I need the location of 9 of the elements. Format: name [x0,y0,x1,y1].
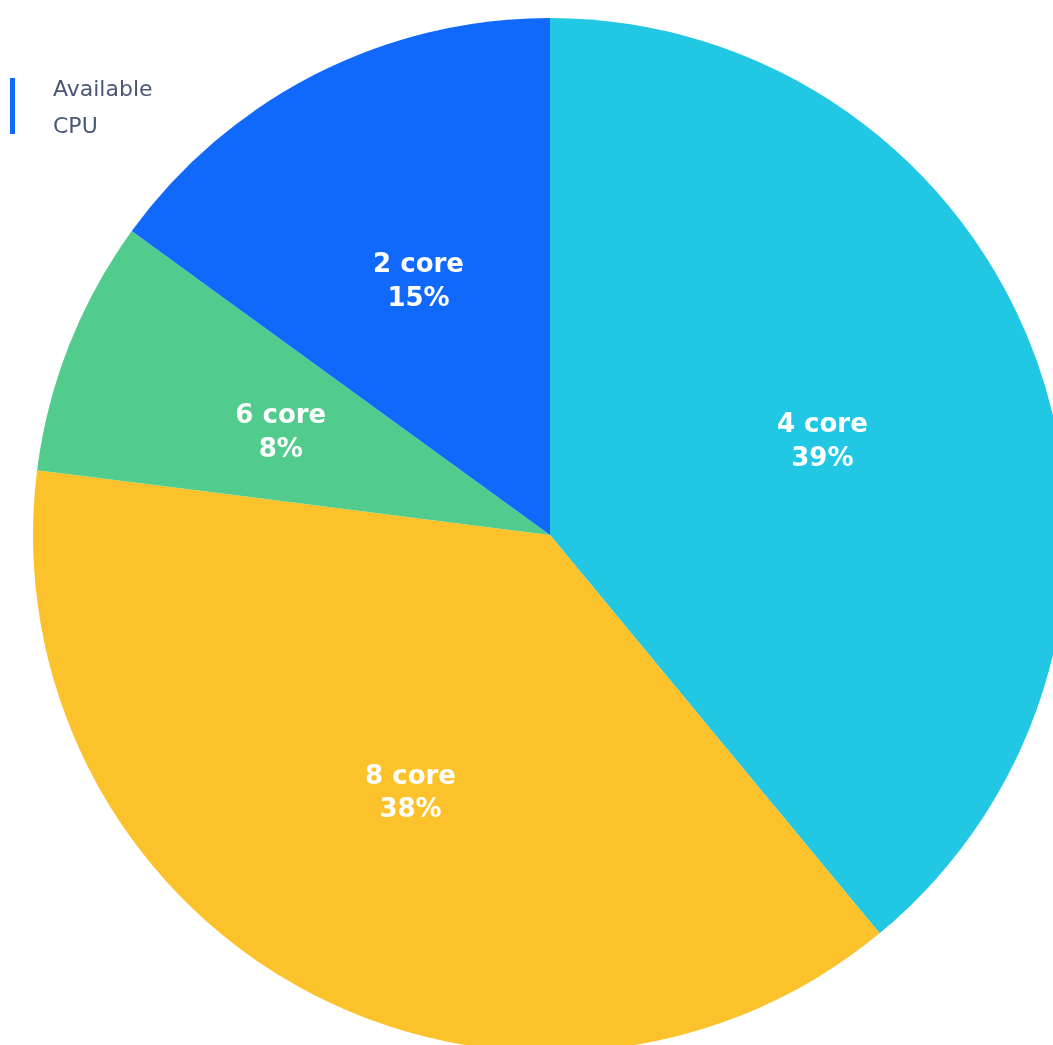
legend-title: Available CPU [53,75,154,140]
slice-label: 2 core [373,247,464,278]
slice-label: 8 core [365,759,456,790]
slice-label: 6 core [235,399,327,430]
data-label: 39% [791,441,854,472]
slice-label: 4 core [776,407,868,438]
data-label: 8% [258,433,303,464]
data-label: 15% [387,281,450,312]
data-label: 38% [379,793,442,824]
